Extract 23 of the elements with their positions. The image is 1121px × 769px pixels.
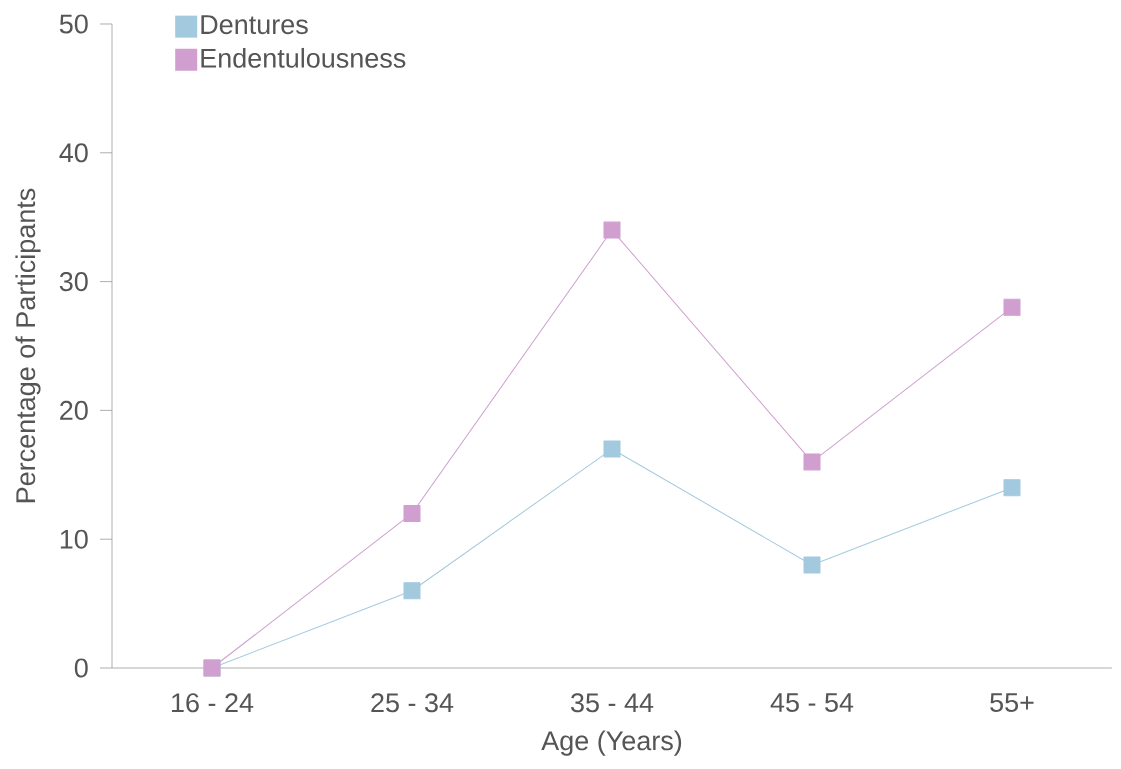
y-tick-label: 30 <box>59 272 88 292</box>
point <box>1003 298 1021 316</box>
point <box>1003 479 1021 497</box>
y-tick-label: 50 <box>59 14 88 34</box>
point <box>403 582 421 600</box>
point <box>803 556 821 574</box>
point <box>603 440 621 458</box>
x-axis-title: Age (Years) <box>541 730 682 756</box>
x-tick-label: 45 - 54 <box>770 693 854 713</box>
point <box>803 453 821 471</box>
y-axis-title: Percentage of Participants <box>15 188 41 503</box>
y-tick-label: 10 <box>60 529 88 549</box>
x-tick-label: 55+ <box>990 693 1034 713</box>
legend-label: Dentures <box>201 15 308 35</box>
y-tick-label: 20 <box>60 400 88 420</box>
legend-label: Endentulousness <box>201 47 406 68</box>
y-tick-label: 0 <box>74 658 88 678</box>
x-tick-label: 25 - 34 <box>371 693 454 713</box>
point <box>603 221 621 239</box>
y-tick-label: 40 <box>59 143 88 163</box>
x-tick-label: 16 - 24 <box>172 693 254 713</box>
point <box>403 504 421 522</box>
x-tick-label: 35 - 44 <box>571 693 654 713</box>
